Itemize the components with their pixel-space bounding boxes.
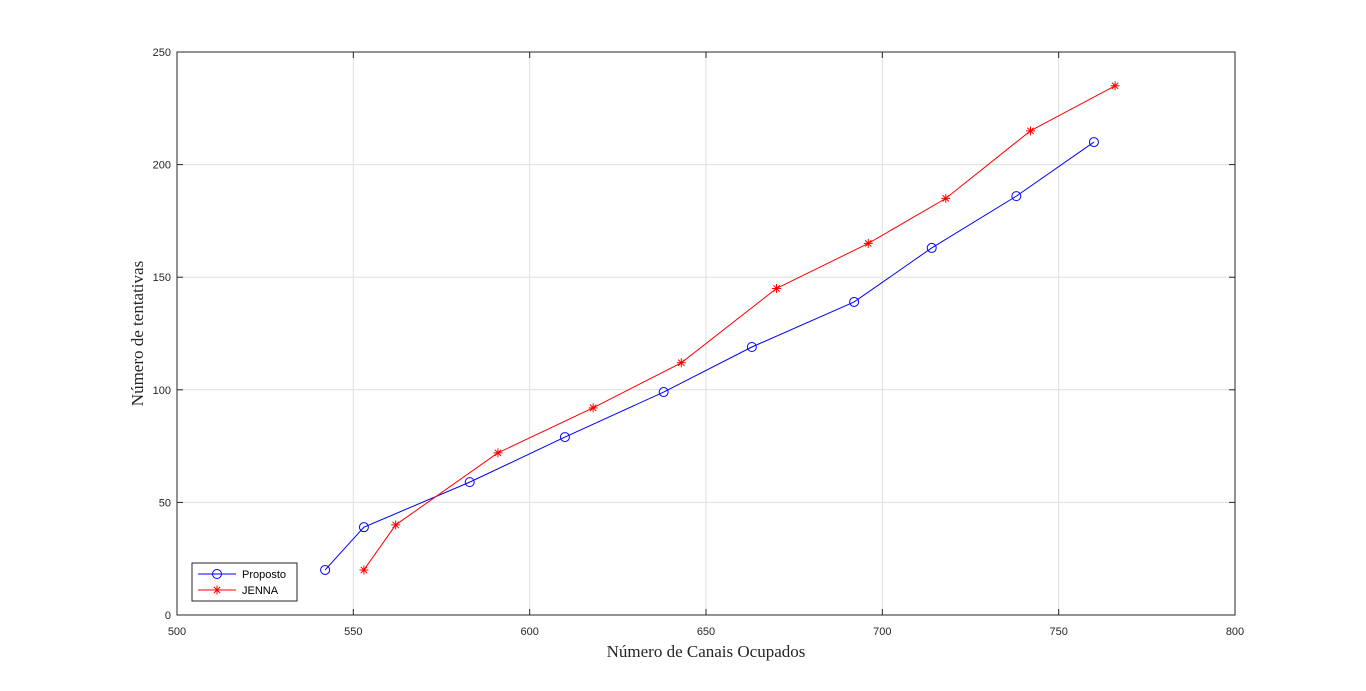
data-point [391,520,401,530]
data-point [464,477,475,488]
legend-item-jenna: JENNA [198,585,279,597]
y-tick-label: 200 [153,160,171,172]
data-point [493,448,503,458]
x-tick-label: 600 [520,626,538,638]
data-point [212,569,222,579]
x-tick-label: 500 [168,626,186,638]
data-point [849,296,860,307]
ticks: 500 550 600 650 700 750 800 0 50 100 150 200 250 [153,47,1245,638]
data-point [359,565,369,575]
legend: Proposto JENNA [191,562,298,602]
legend-label: JENNA [242,585,279,597]
data-point [1025,126,1035,136]
data-point [941,193,951,203]
y-axis-label: Número de tentativas [128,261,147,406]
data-point [926,242,937,253]
data-point [320,564,331,575]
series-line [363,85,1116,571]
series-group [320,81,1120,575]
data-point [1011,191,1022,202]
data-point [1088,137,1099,148]
legend-box [191,562,298,602]
data-point [559,432,570,443]
data-point [863,238,873,248]
data-point [772,283,782,293]
data-point [658,387,669,398]
x-tick-label: 750 [1049,626,1067,638]
series-line [324,141,1095,571]
x-tick-label: 650 [697,626,715,638]
x-axis-label: Número de Canais Ocupados [607,642,806,661]
x-tick-label: 800 [1226,626,1244,638]
y-tick-label: 250 [153,47,171,59]
data-point [212,585,222,595]
data-point [588,403,598,413]
series-jenna [359,81,1120,575]
y-tick-label: 0 [165,610,171,622]
y-tick-label: 100 [153,385,171,397]
y-tick-label: 150 [153,272,171,284]
series-proposto [320,137,1099,575]
legend-label: Proposto [242,569,286,581]
legend-item-proposto: Proposto [198,569,286,581]
data-point [676,358,686,368]
x-tick-label: 550 [344,626,362,638]
x-tick-label: 700 [873,626,891,638]
data-point [358,522,369,533]
data-point [746,342,757,353]
data-point [1110,81,1120,91]
y-tick-label: 50 [159,497,171,509]
